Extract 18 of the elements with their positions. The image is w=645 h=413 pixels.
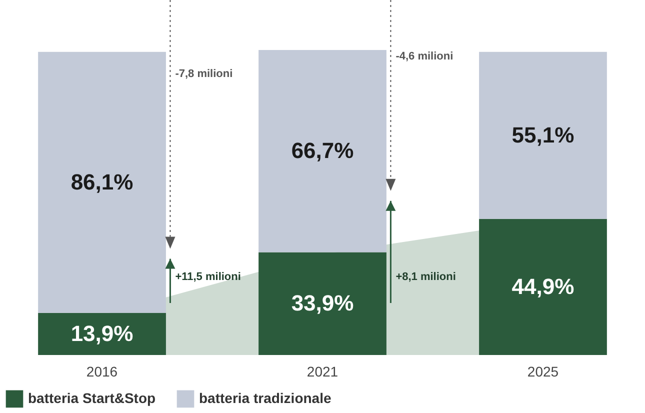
x-tick-label: 2016: [86, 364, 118, 380]
x-tick-label: 2025: [527, 364, 559, 380]
annotation: +8,1 milioni: [396, 271, 456, 283]
data-label: 33,9%: [291, 290, 354, 316]
annotation: -4,6 milioni: [396, 50, 454, 63]
bar: [479, 52, 607, 219]
bar: [38, 312, 166, 355]
data-label: 86,1%: [70, 169, 134, 194]
data-label: 55,1%: [512, 122, 574, 148]
annotation: -7,8 milioni: [175, 68, 233, 80]
legend-label: batteria Start&Stop: [28, 390, 156, 406]
data-label: 13,9%: [70, 320, 134, 346]
data-label: 66,7%: [291, 138, 354, 164]
legend-label: batteria tradizionale: [199, 390, 332, 406]
annotation: +11,5 milioni: [175, 271, 241, 283]
data-label: 44,9%: [512, 274, 574, 299]
x-tick-label: 2021: [306, 364, 338, 380]
bar: [38, 52, 166, 313]
